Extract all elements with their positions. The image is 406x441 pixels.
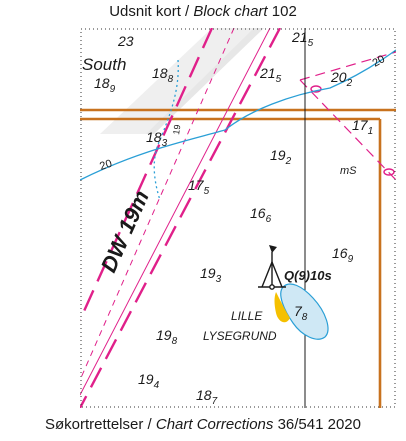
channel-limit-lines	[80, 28, 282, 408]
channel-center-lines	[80, 28, 271, 396]
chart-frame	[80, 28, 396, 408]
route-lines	[80, 108, 396, 408]
sounding-14: 78	[294, 303, 308, 323]
buoy-symbols	[310, 85, 395, 176]
sounding-13: 193	[200, 265, 222, 285]
sounding-17: 187	[196, 387, 218, 407]
caption-prefix: Udsnit kort /	[109, 3, 194, 20]
light-characteristic: Q(9)10s	[284, 268, 332, 283]
caption-italic: Block chart	[193, 3, 268, 20]
sounding-6: 202	[330, 69, 353, 89]
sounding-7: 171	[352, 117, 373, 137]
sounding-5: 215	[259, 65, 282, 85]
sounding-9: 192	[270, 147, 292, 167]
soundings-group: 23 215 189 188 215 202 171 183 192 175 166 169 193 78…	[94, 29, 373, 407]
sounding-10: 175	[188, 177, 210, 197]
caption-number: 36/541 2020	[273, 416, 361, 433]
area-label-south: South	[82, 55, 126, 74]
sounding-3: 189	[94, 75, 116, 95]
sounding-4: 188	[152, 65, 174, 85]
caption-number: 102	[267, 3, 297, 20]
sounding-16: 194	[138, 371, 160, 391]
bottom-quality-label: mS	[340, 165, 357, 177]
caption-prefix: Søkortrettelser /	[45, 416, 156, 433]
sounding-12: 169	[332, 245, 354, 265]
contour-label-left: 20	[98, 158, 113, 173]
channel-mid-shading	[146, 28, 264, 134]
shoal-name-line1: LILLE	[231, 309, 263, 323]
chart-corrections-caption: Søkortrettelser / Chart Corrections 36/5…	[0, 416, 406, 433]
light-beacon-symbol	[258, 245, 286, 290]
depth-contours	[80, 49, 396, 201]
contour-label-diagonal: 19	[171, 124, 182, 135]
contour-label-right: 20	[371, 53, 388, 70]
restricted-area-boundary	[299, 51, 396, 181]
shoal-name-line2: LYSEGRUND	[203, 329, 277, 343]
sounding-1: 23	[117, 33, 134, 49]
lille-lysegrund-shoal	[280, 283, 329, 340]
sounding-15: 198	[156, 327, 178, 347]
sounding-8: 183	[146, 129, 168, 149]
dredged-channel-area	[100, 28, 264, 134]
sounding-11: 166	[250, 205, 272, 225]
chart-features: South DW 19m Q(9)10s LILLE LYSEGRUND mS …	[80, 28, 396, 408]
caption-italic: Chart Corrections	[155, 416, 274, 433]
sounding-2: 215	[291, 29, 314, 49]
block-chart-caption: Udsnit kort / Block chart 102	[0, 3, 406, 20]
light-flare	[274, 292, 290, 323]
